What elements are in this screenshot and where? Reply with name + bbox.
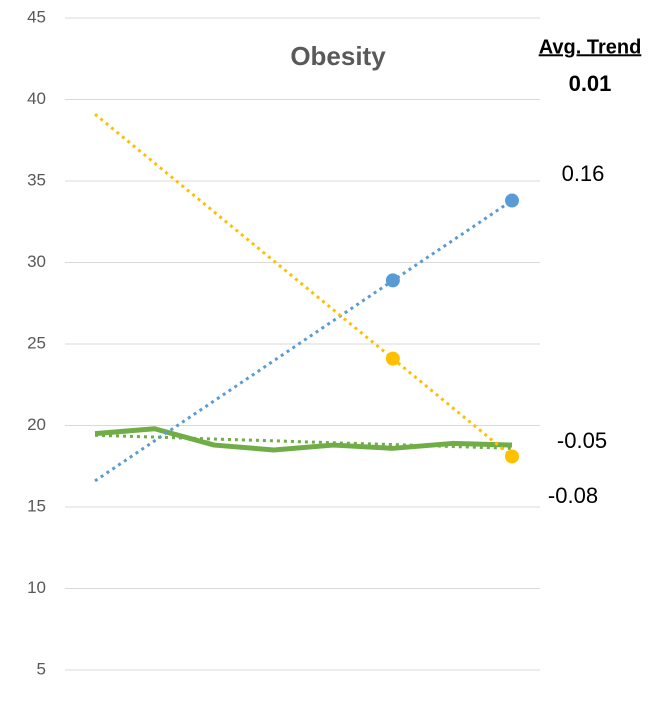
trend-line	[94, 199, 513, 483]
y-tick-label: 45	[27, 7, 46, 26]
point-marker	[385, 273, 400, 288]
y-tick-label: 15	[27, 496, 46, 515]
y-tick-label: 25	[27, 333, 46, 352]
y-tick-label: 20	[27, 415, 46, 434]
annotation: -0.08	[548, 483, 598, 508]
annotation: -0.05	[557, 428, 607, 453]
y-tick-label: 5	[37, 659, 46, 678]
trend-line	[94, 113, 513, 458]
chart-title: Obesity	[290, 41, 386, 71]
y-tick-label: 35	[27, 170, 46, 189]
point-marker	[505, 449, 519, 464]
y-tick-label: 10	[27, 578, 46, 597]
y-tick-label: 30	[27, 252, 46, 271]
point-marker	[385, 351, 400, 366]
annotation: 0.01	[569, 71, 612, 96]
data-line	[94, 426, 513, 453]
annotation: 0.16	[562, 161, 605, 186]
point-marker	[505, 193, 519, 208]
y-tick-label: 40	[27, 89, 46, 108]
annotation: Avg. Trend	[539, 36, 642, 58]
